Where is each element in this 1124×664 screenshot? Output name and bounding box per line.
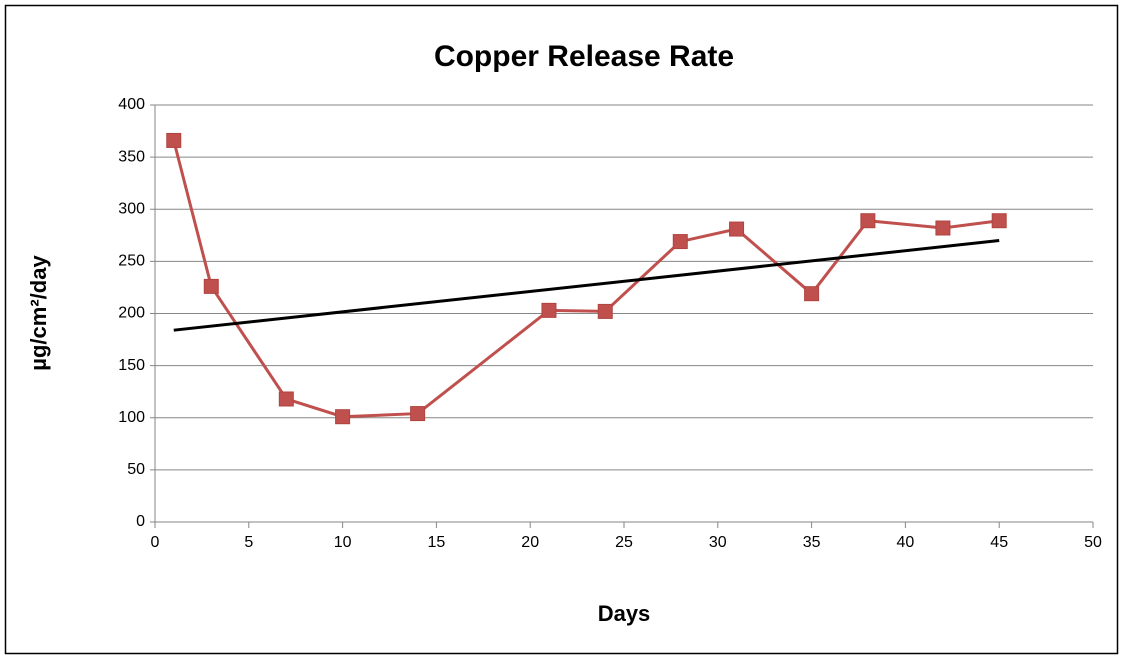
x-tick-label: 20	[521, 534, 539, 551]
y-tick-label: 350	[118, 148, 145, 165]
data-marker	[203, 278, 219, 294]
data-marker	[597, 303, 613, 319]
x-tick-label: 10	[334, 534, 352, 551]
y-tick-label: 250	[118, 253, 145, 270]
data-marker	[541, 302, 557, 318]
y-tick-label: 150	[118, 357, 145, 374]
x-tick-label: 30	[709, 534, 727, 551]
data-marker	[672, 234, 688, 250]
trendline	[173, 239, 1000, 332]
data-marker	[335, 409, 351, 425]
data-marker	[860, 213, 876, 229]
data-marker	[804, 286, 820, 302]
y-tick-label: 300	[118, 200, 145, 217]
x-tick-label: 0	[151, 534, 160, 551]
y-tick-label: 100	[118, 409, 145, 426]
data-marker	[166, 132, 182, 148]
x-tick-label: 50	[1084, 534, 1102, 551]
data-marker	[935, 220, 951, 236]
data-marker	[991, 213, 1007, 229]
x-tick-label: 35	[803, 534, 821, 551]
data-marker	[278, 391, 294, 407]
chart-frame	[4, 4, 1119, 655]
data-marker	[729, 221, 745, 237]
x-tick-label: 40	[897, 534, 915, 551]
y-tick-label: 0	[136, 513, 145, 530]
y-tick-label: 50	[127, 461, 145, 478]
data-marker	[410, 406, 426, 422]
y-axis-label: µg/cm²/day	[26, 255, 51, 371]
x-tick-label: 15	[428, 534, 446, 551]
chart-title: Copper Release Rate	[434, 40, 734, 73]
y-tick-label: 200	[118, 305, 145, 322]
x-axis-label: Days	[598, 601, 651, 626]
x-tick-label: 25	[615, 534, 633, 551]
x-tick-label: 45	[990, 534, 1008, 551]
y-tick-label: 400	[118, 96, 145, 113]
x-tick-label: 5	[244, 534, 253, 551]
